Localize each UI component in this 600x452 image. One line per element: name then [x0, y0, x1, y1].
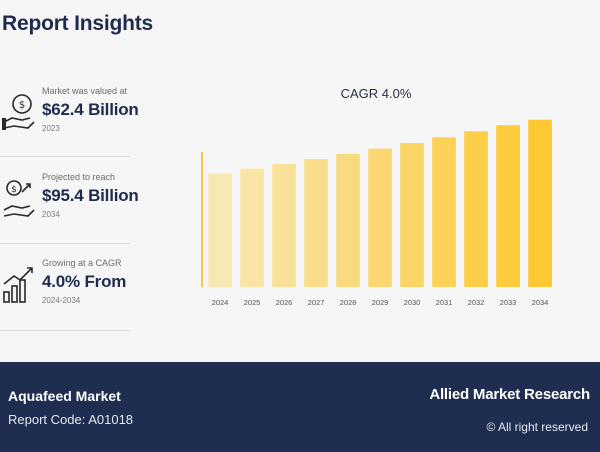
tick-label-2024: 2024 — [212, 298, 229, 307]
bar-2024 — [208, 173, 232, 287]
stat-cagr: Growing at a CAGR 4.0% From 2024-2034 — [0, 258, 132, 344]
tick-label-2026: 2026 — [276, 298, 293, 307]
stat-value: 4.0% From — [42, 272, 127, 291]
bars-group — [208, 119, 552, 287]
cagr-chart: CAGR 4.0% 2024 2025 2026 2027 2028 2029 2030 20… — [196, 80, 566, 320]
bar-2030 — [400, 143, 424, 287]
stat-market-value: $ Market was valued at $62.4 Billion 202… — [0, 86, 139, 172]
money-growth-icon: $ — [3, 180, 35, 217]
copyright: © All right reserved — [486, 420, 588, 434]
stat-year: 2023 — [42, 124, 60, 133]
stat-value: $95.4 Billion — [42, 186, 139, 205]
svg-text:$: $ — [19, 100, 25, 111]
tick-label-2028: 2028 — [340, 298, 357, 307]
divider — [0, 330, 130, 331]
page-title: Report Insights — [2, 12, 154, 35]
tick-label-2033: 2033 — [500, 298, 517, 307]
report-code: Report Code: A01018 — [8, 412, 134, 427]
tick-labels-group: 2024 2025 2026 2027 2028 2029 2030 2031 2032 2033… — [212, 298, 549, 307]
stat-value: $62.4 Billion — [42, 100, 139, 119]
bar-2029 — [368, 148, 392, 287]
bar-2033 — [496, 125, 520, 287]
money-hand-icon: $ — [2, 94, 35, 130]
market-name: Aquafeed Market — [8, 388, 121, 404]
svg-text:$: $ — [11, 185, 17, 195]
tick-label-2030: 2030 — [404, 298, 421, 307]
divider — [0, 156, 130, 157]
brand-name: Allied Market Research — [429, 386, 590, 403]
divider — [0, 243, 130, 244]
bar-2027 — [304, 159, 328, 287]
bar-2034 — [528, 119, 552, 287]
stat-projected-value: $ Projected to reach $95.4 Billion 2034 — [0, 172, 139, 258]
bar-2025 — [240, 168, 264, 287]
tick-label-2032: 2032 — [468, 298, 485, 307]
tick-label-2031: 2031 — [436, 298, 453, 307]
stat-year: 2024-2034 — [42, 296, 81, 305]
stat-label: Market was valued at — [42, 86, 128, 96]
bar-2026 — [272, 163, 296, 287]
bar-chart: CAGR 4.0% 2024 2025 2026 2027 2028 2029 2030 20… — [201, 86, 552, 307]
bar-2032 — [464, 131, 488, 287]
tick-label-2025: 2025 — [244, 298, 261, 307]
bar-2028 — [336, 153, 360, 287]
tick-label-2034: 2034 — [532, 298, 549, 307]
stat-label: Growing at a CAGR — [42, 258, 122, 268]
tick-label-2029: 2029 — [372, 298, 389, 307]
footer-bar: Aquafeed Market Report Code: A01018 Alli… — [0, 362, 600, 452]
stat-label: Projected to reach — [42, 172, 116, 182]
chart-title: CAGR 4.0% — [341, 86, 412, 101]
stat-year: 2034 — [42, 210, 60, 219]
tick-label-2027: 2027 — [308, 298, 325, 307]
bar-growth-icon — [3, 267, 33, 303]
bar-2031 — [432, 137, 456, 287]
